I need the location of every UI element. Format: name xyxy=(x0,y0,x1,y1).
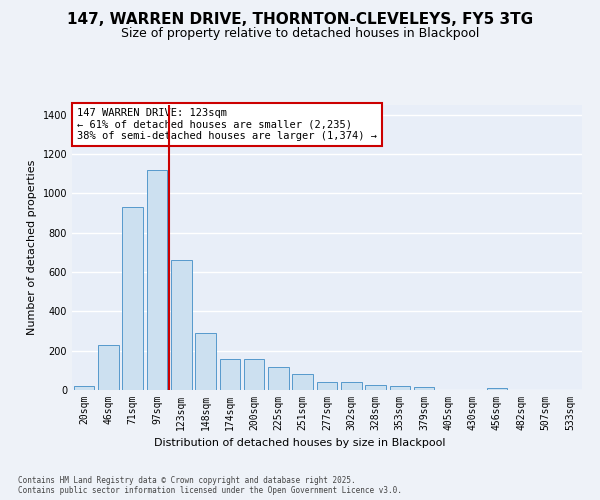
Text: Distribution of detached houses by size in Blackpool: Distribution of detached houses by size … xyxy=(154,438,446,448)
Bar xyxy=(74,386,94,390)
Text: 147, WARREN DRIVE, THORNTON-CLEVELEYS, FY5 3TG: 147, WARREN DRIVE, THORNTON-CLEVELEYS, F… xyxy=(67,12,533,28)
Bar xyxy=(292,374,313,390)
Text: Contains HM Land Registry data © Crown copyright and database right 2025.
Contai: Contains HM Land Registry data © Crown c… xyxy=(18,476,402,495)
Bar xyxy=(268,368,289,390)
Text: 147 WARREN DRIVE: 123sqm
← 61% of detached houses are smaller (2,235)
38% of sem: 147 WARREN DRIVE: 123sqm ← 61% of detach… xyxy=(77,108,377,141)
Bar xyxy=(317,382,337,390)
Bar xyxy=(171,260,191,390)
Bar xyxy=(195,333,216,390)
Bar xyxy=(122,207,143,390)
Bar xyxy=(487,388,508,390)
Bar xyxy=(244,358,265,390)
Bar xyxy=(220,358,240,390)
Bar xyxy=(389,386,410,390)
Bar xyxy=(98,345,119,390)
Y-axis label: Number of detached properties: Number of detached properties xyxy=(27,160,37,335)
Bar xyxy=(365,384,386,390)
Bar xyxy=(341,382,362,390)
Bar xyxy=(414,387,434,390)
Bar xyxy=(146,170,167,390)
Text: Size of property relative to detached houses in Blackpool: Size of property relative to detached ho… xyxy=(121,28,479,40)
